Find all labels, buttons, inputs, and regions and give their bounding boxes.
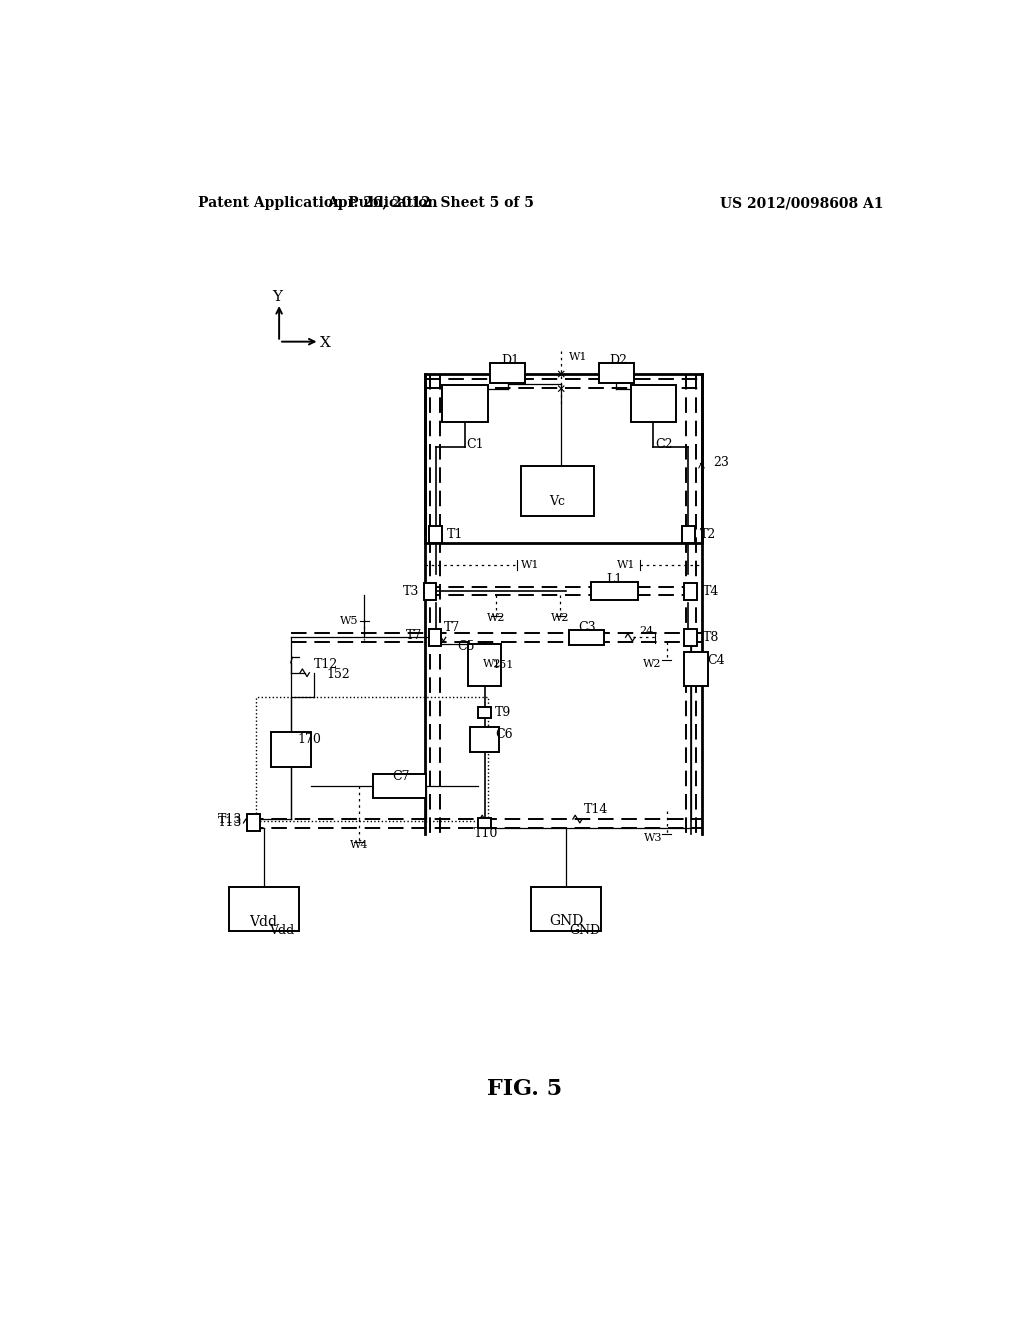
Bar [470,727,500,752]
Text: Apr. 26, 2012  Sheet 5 of 5: Apr. 26, 2012 Sheet 5 of 5 [327,197,534,210]
Text: Vdd: Vdd [250,915,278,929]
Text: C4: C4 [708,653,725,667]
Text: C1: C1 [467,438,484,451]
Text: W3: W3 [644,833,663,842]
Text: T13: T13 [218,816,243,829]
Bar [599,363,634,383]
Bar [569,630,604,645]
Bar [256,697,488,821]
Bar [631,385,676,422]
Text: W2: W2 [483,659,502,669]
Bar [373,774,426,799]
Text: Vdd: Vdd [269,924,294,937]
Text: W2: W2 [486,612,506,623]
Text: 151: 151 [493,660,514,671]
Bar [429,628,441,645]
Bar [228,887,299,932]
Bar [425,374,701,544]
Text: C7: C7 [392,770,410,783]
Text: US 2012/0098608 A1: US 2012/0098608 A1 [721,197,884,210]
Text: GND: GND [569,924,601,937]
Text: T1: T1 [447,528,464,541]
Bar [682,525,694,543]
Text: D2: D2 [609,354,628,367]
Bar [424,582,436,599]
Text: C2: C2 [655,438,673,451]
Text: W4: W4 [350,841,369,850]
Text: T3: T3 [403,585,420,598]
Text: W1: W1 [617,560,636,570]
Bar [592,582,638,601]
Text: T9: T9 [496,706,512,719]
Text: GND: GND [549,913,583,928]
Text: C3: C3 [578,620,596,634]
Text: W1: W1 [569,352,588,362]
Bar [468,644,501,686]
Bar [478,708,490,718]
Text: W1: W1 [521,560,540,570]
Text: Patent Application Publication: Patent Application Publication [198,197,437,210]
Text: Y: Y [271,290,282,304]
Text: T13: T13 [218,813,243,825]
Bar [684,582,697,599]
Text: T2: T2 [700,528,716,541]
Bar [490,363,525,383]
Text: Vc: Vc [549,495,565,508]
Bar [248,814,260,832]
Bar [684,652,708,686]
Text: 23: 23 [713,455,729,469]
Text: 170: 170 [297,733,321,746]
Text: T8: T8 [703,631,720,644]
Text: L1: L1 [606,573,623,586]
Text: T12: T12 [314,657,338,671]
Bar [429,525,442,543]
Text: T7: T7 [407,628,423,642]
Bar [270,733,311,767]
Text: T14: T14 [584,803,608,816]
Text: X: X [321,337,331,350]
Text: 24: 24 [640,626,653,636]
Bar [684,628,697,645]
Text: FIG. 5: FIG. 5 [487,1077,562,1100]
Text: C6: C6 [496,727,513,741]
Bar [478,817,490,829]
Text: D1: D1 [501,354,519,367]
Bar [531,887,601,932]
Text: T4: T4 [703,585,720,598]
Text: T7: T7 [444,620,461,634]
Text: W5: W5 [340,616,358,626]
Text: T10: T10 [474,828,499,841]
Bar [442,385,488,422]
Text: 152: 152 [327,668,350,681]
Text: W2: W2 [643,659,662,668]
Bar [520,466,594,516]
Text: C5: C5 [458,640,475,653]
Text: W2: W2 [551,612,569,623]
